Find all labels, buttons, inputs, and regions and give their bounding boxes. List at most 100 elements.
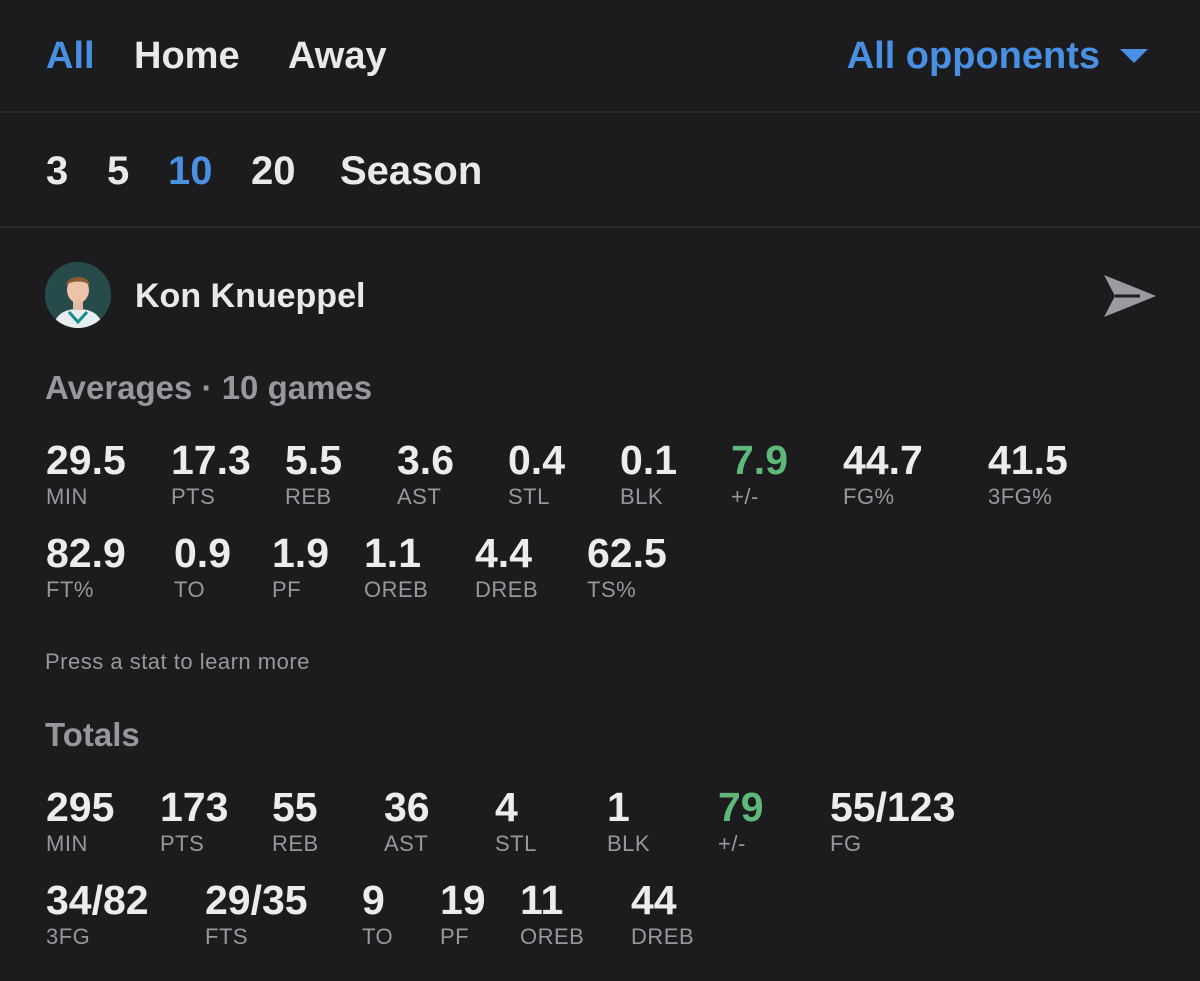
- stat-value: 36: [384, 784, 430, 830]
- range-3[interactable]: 3: [46, 149, 69, 193]
- stat-value: 0.9: [174, 530, 231, 576]
- avg-stat-fg-pct[interactable]: 44.7 FG%: [843, 438, 923, 510]
- stat-value: 44: [631, 877, 677, 923]
- stat-label: PTS: [171, 484, 216, 509]
- stat-label: STL: [508, 484, 550, 509]
- stat-value: 82.9: [46, 530, 126, 576]
- stat-label: STL: [495, 831, 537, 856]
- stat-label: PF: [272, 577, 302, 602]
- avg-stat-plus-minus[interactable]: 7.9 +/-: [731, 438, 788, 510]
- stat-label: +/-: [718, 831, 746, 856]
- avg-stat-dreb[interactable]: 4.4 DREB: [475, 531, 538, 603]
- avg-stat-blk[interactable]: 0.1 BLK: [620, 438, 677, 510]
- divider: [0, 111, 1200, 113]
- tab-away[interactable]: Away: [288, 35, 387, 77]
- total-stat-reb[interactable]: 55 REB: [272, 785, 319, 857]
- player-name[interactable]: Kon Knueppel: [135, 277, 366, 315]
- stat-label: AST: [384, 831, 429, 856]
- stat-value: 1.9: [272, 530, 329, 576]
- send-share-icon[interactable]: [1100, 272, 1158, 320]
- stat-label: 3FG: [46, 924, 91, 949]
- stat-label: BLK: [620, 484, 664, 509]
- stat-value: 19: [440, 877, 486, 923]
- stat-label: REB: [285, 484, 332, 509]
- range-20[interactable]: 20: [251, 149, 296, 193]
- stat-hint: Press a stat to learn more: [45, 649, 310, 674]
- stat-value: 5.5: [285, 437, 342, 483]
- stat-label: FG%: [843, 484, 895, 509]
- avg-stat-pts[interactable]: 17.3 PTS: [171, 438, 251, 510]
- stat-value: 1.1: [364, 530, 421, 576]
- tab-home[interactable]: Home: [134, 35, 240, 77]
- stat-label: OREB: [520, 924, 585, 949]
- stat-value: 55/123: [830, 784, 956, 830]
- avg-stat-to[interactable]: 0.9 TO: [174, 531, 231, 603]
- stat-value: 1: [607, 784, 630, 830]
- total-stat-to[interactable]: 9 TO: [362, 878, 393, 950]
- stat-label: PTS: [160, 831, 205, 856]
- avg-stat-ast[interactable]: 3.6 AST: [397, 438, 454, 510]
- avg-stat-stl[interactable]: 0.4 STL: [508, 438, 565, 510]
- stat-label: TO: [174, 577, 206, 602]
- stat-value: 4.4: [475, 530, 532, 576]
- avg-stat-pf[interactable]: 1.9 PF: [272, 531, 329, 603]
- player-avatar[interactable]: [45, 262, 111, 328]
- stat-label: +/-: [731, 484, 759, 509]
- stat-label: FTS: [205, 924, 249, 949]
- stat-value: 4: [495, 784, 518, 830]
- stat-label: REB: [272, 831, 319, 856]
- stat-value: 7.9: [731, 437, 788, 483]
- stat-value: 62.5: [587, 530, 667, 576]
- tab-all[interactable]: All: [46, 35, 95, 77]
- total-stat-oreb[interactable]: 11 OREB: [520, 878, 584, 950]
- stat-value: 3.6: [397, 437, 454, 483]
- total-stat-pf[interactable]: 19 PF: [440, 878, 486, 950]
- stat-value: 17.3: [171, 437, 251, 483]
- total-stat-fts[interactable]: 29/35 FTS: [205, 878, 308, 950]
- avg-stat-reb[interactable]: 5.5 REB: [285, 438, 342, 510]
- total-stat-ast[interactable]: 36 AST: [384, 785, 430, 857]
- stat-label: FG: [830, 831, 862, 856]
- total-stat-dreb[interactable]: 44 DREB: [631, 878, 694, 950]
- stat-value: 11: [520, 877, 564, 923]
- total-stat-plus-minus[interactable]: 79 +/-: [718, 785, 764, 857]
- player-photo-icon: [45, 262, 111, 328]
- avg-stat-oreb[interactable]: 1.1 OREB: [364, 531, 428, 603]
- stat-value: 29.5: [46, 437, 126, 483]
- totals-heading: Totals: [45, 716, 140, 753]
- opponent-dropdown-label: All opponents: [846, 35, 1100, 77]
- stat-label: FT%: [46, 577, 94, 602]
- range-10[interactable]: 10: [168, 149, 213, 193]
- avg-stat-3fg-pct[interactable]: 41.5 3FG%: [988, 438, 1068, 510]
- stat-value: 295: [46, 784, 115, 830]
- range-5[interactable]: 5: [107, 149, 130, 193]
- stat-label: BLK: [607, 831, 651, 856]
- total-stat-stl[interactable]: 4 STL: [495, 785, 537, 857]
- stat-label: OREB: [364, 577, 429, 602]
- stat-label: DREB: [475, 577, 539, 602]
- stat-label: MIN: [46, 831, 88, 856]
- stat-label: DREB: [631, 924, 695, 949]
- avg-stat-ft-pct[interactable]: 82.9 FT%: [46, 531, 126, 603]
- stat-value: 173: [160, 784, 229, 830]
- stat-value: 0.4: [508, 437, 565, 483]
- avg-stat-min[interactable]: 29.5 MIN: [46, 438, 126, 510]
- total-stat-blk[interactable]: 1 BLK: [607, 785, 650, 857]
- averages-heading: Averages · 10 games: [45, 369, 373, 406]
- divider: [0, 226, 1200, 228]
- stat-label: AST: [397, 484, 442, 509]
- total-stat-pts[interactable]: 173 PTS: [160, 785, 228, 857]
- stat-value: 41.5: [988, 437, 1068, 483]
- total-stat-3fg[interactable]: 34/82 3FG: [46, 878, 149, 950]
- stat-value: 34/82: [46, 877, 149, 923]
- total-stat-fg[interactable]: 55/123 FG: [830, 785, 955, 857]
- stat-value: 55: [272, 784, 318, 830]
- caret-down-icon: [1120, 48, 1148, 63]
- avg-stat-ts-pct[interactable]: 62.5 TS%: [587, 531, 667, 603]
- total-stat-min[interactable]: 295 MIN: [46, 785, 114, 857]
- stat-label: PF: [440, 924, 470, 949]
- opponent-dropdown[interactable]: All opponents: [847, 34, 1148, 78]
- stat-value: 29/35: [205, 877, 308, 923]
- stat-label: TS%: [587, 577, 637, 602]
- range-season[interactable]: Season: [340, 149, 483, 193]
